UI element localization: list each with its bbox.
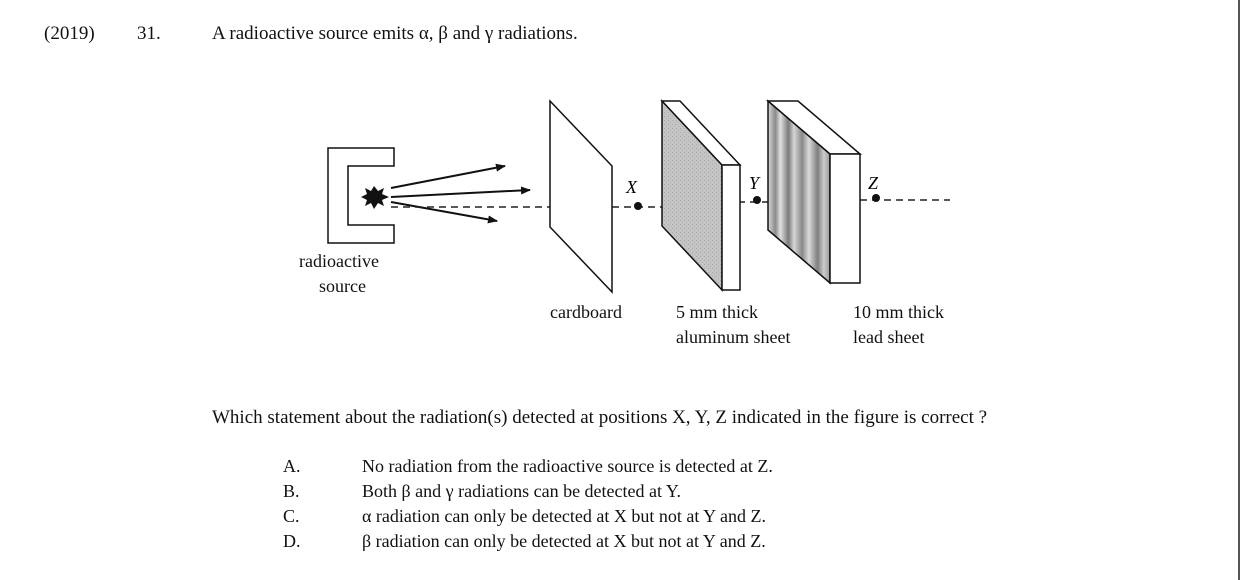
point-x-label: X — [625, 177, 638, 197]
lead-sheet-side — [830, 154, 860, 283]
ray-upper — [391, 166, 505, 188]
option-d-letter: D. — [283, 531, 301, 552]
aluminum-label-line2: aluminum sheet — [676, 325, 790, 350]
source-label-line1: radioactive — [299, 249, 379, 274]
ray-lower — [391, 202, 497, 221]
point-y-dot — [753, 196, 761, 204]
option-a-letter: A. — [283, 456, 301, 477]
ray-middle — [391, 190, 530, 197]
cardboard-sheet — [550, 101, 612, 292]
option-c-text[interactable]: α radiation can only be detected at X bu… — [362, 506, 766, 527]
source-burst-icon — [361, 186, 389, 209]
point-z-label: Z — [868, 173, 879, 193]
lead-label-line2: lead sheet — [853, 325, 924, 350]
option-b-letter: B. — [283, 481, 300, 502]
point-y-label: Y — [749, 173, 761, 193]
cardboard-label: cardboard — [550, 300, 622, 325]
point-x-dot — [634, 202, 642, 210]
question-prompt: Which statement about the radiation(s) d… — [212, 407, 987, 429]
option-b-text[interactable]: Both β and γ radiations can be detected … — [362, 481, 681, 502]
option-c-letter: C. — [283, 506, 300, 527]
source-label-line2: source — [319, 274, 366, 299]
option-a-text[interactable]: No radiation from the radioactive source… — [362, 456, 773, 477]
lead-label-line1: 10 mm thick — [853, 300, 944, 325]
option-d-text[interactable]: β radiation can only be detected at X bu… — [362, 531, 766, 552]
aluminum-label-line1: 5 mm thick — [676, 300, 758, 325]
point-z-dot — [872, 194, 880, 202]
aluminum-sheet-side — [722, 165, 740, 290]
